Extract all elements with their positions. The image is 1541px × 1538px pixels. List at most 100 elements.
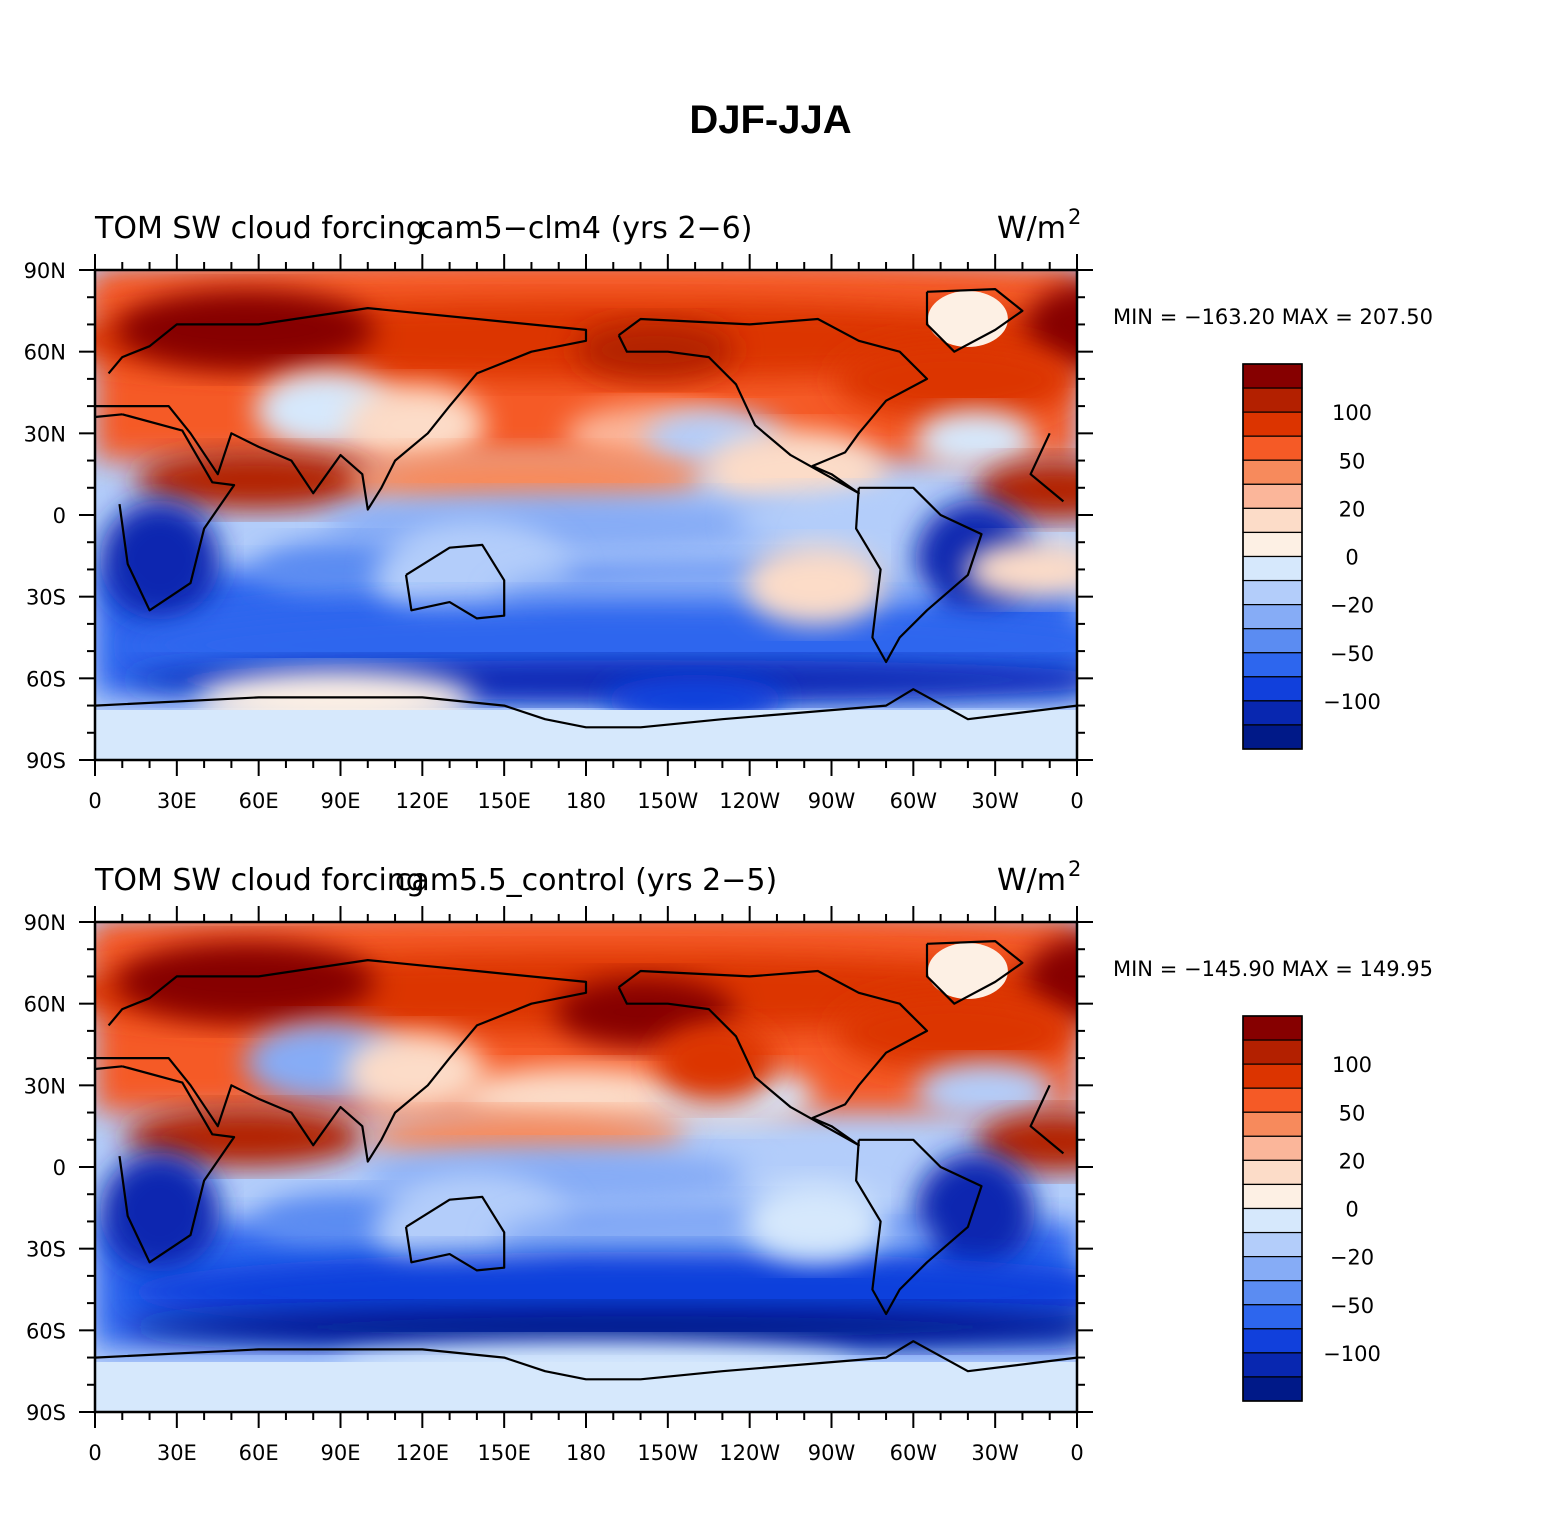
lon-tick-label: 120W xyxy=(719,1441,780,1465)
colorbar-swatch xyxy=(1242,387,1303,413)
lon-tick-label: 60W xyxy=(890,789,938,813)
lon-tick-label: 150W xyxy=(637,789,698,813)
lon-tick-label: 60E xyxy=(239,1441,279,1465)
lat-tick-label: 90S xyxy=(26,1401,66,1425)
lat-tick-label: 30N xyxy=(24,1074,66,1098)
colorbar-label: 0 xyxy=(1345,546,1358,570)
colorbar-swatch xyxy=(1242,604,1303,630)
lat-tick-label: 0 xyxy=(53,504,66,528)
colorbar-swatch xyxy=(1242,1207,1303,1234)
colorbar-swatch xyxy=(1242,628,1303,654)
colorbar-swatch xyxy=(1242,483,1303,509)
panel-units-superscript: 2 xyxy=(1068,857,1081,881)
colorbar-swatch xyxy=(1242,531,1303,558)
panel-center-title: cam5−clm4 (yrs 2−6) xyxy=(420,211,753,246)
axis-ticks xyxy=(79,906,1093,1428)
lon-tick-label: 30W xyxy=(971,1441,1019,1465)
colorbar-swatch xyxy=(1242,1015,1303,1041)
panel-units: W/m xyxy=(997,863,1066,898)
lon-tick-label: 90E xyxy=(321,789,361,813)
colorbar-swatch xyxy=(1242,363,1303,389)
lon-tick-label: 120E xyxy=(396,789,449,813)
lon-tick-label: 0 xyxy=(88,789,101,813)
colorbar-swatch xyxy=(1242,555,1303,582)
lon-tick-label: 150W xyxy=(637,1441,698,1465)
lat-tick-label: 60N xyxy=(24,993,66,1017)
panel-center-title: cam5.5_control (yrs 2−5) xyxy=(395,863,777,898)
colorbar-swatch xyxy=(1242,507,1303,534)
panel-units-superscript: 2 xyxy=(1068,205,1081,229)
lon-tick-label: 180 xyxy=(566,789,606,813)
lon-tick-label: 30E xyxy=(157,789,197,813)
lon-tick-label: 0 xyxy=(1070,789,1083,813)
lon-tick-label: 120E xyxy=(396,1441,449,1465)
colorbar-swatch xyxy=(1242,724,1303,750)
lat-tick-label: 30N xyxy=(24,422,66,446)
min-max-label: MIN = −145.90 MAX = 149.95 xyxy=(1113,957,1433,981)
lon-tick-label: 60W xyxy=(890,1441,938,1465)
colorbar-label: −100 xyxy=(1323,1342,1381,1366)
lon-tick-label: 90W xyxy=(808,789,856,813)
lon-tick-label: 90E xyxy=(321,1441,361,1465)
min-max-label: MIN = −163.20 MAX = 207.50 xyxy=(1113,305,1433,329)
lat-tick-label: 0 xyxy=(53,1156,66,1180)
lon-tick-label: 180 xyxy=(566,1441,606,1465)
figure-title: DJF-JJA xyxy=(689,98,852,142)
colorbar-swatch xyxy=(1242,1111,1303,1137)
colorbar: 100 50 20 0 −20 −50 −100 xyxy=(1242,1015,1381,1402)
colorbar-swatch xyxy=(1242,676,1303,702)
lon-tick-label: 90W xyxy=(808,1441,856,1465)
colorbar-swatch xyxy=(1242,435,1303,461)
colorbar-label: −50 xyxy=(1330,642,1374,666)
colorbar-label: 20 xyxy=(1339,497,1366,521)
colorbar-label: −100 xyxy=(1323,690,1381,714)
map-panel-1: 0 30E 60E 90E 120E 150E 180 150W 120W 90W 60W 30W 09… xyxy=(24,205,1433,813)
colorbar-swatch xyxy=(1242,1159,1303,1186)
colorbar-swatch xyxy=(1242,1280,1303,1306)
contour-field xyxy=(95,270,1077,760)
colorbar-swatch xyxy=(1242,1304,1303,1330)
colorbar-label: −50 xyxy=(1330,1294,1374,1318)
lon-tick-label: 30W xyxy=(971,789,1019,813)
colorbar-label: 20 xyxy=(1339,1149,1366,1173)
axis-ticks xyxy=(79,254,1093,776)
colorbar-swatch xyxy=(1242,579,1303,606)
lat-tick-label: 30S xyxy=(26,586,66,610)
lon-tick-label: 0 xyxy=(1070,1441,1083,1465)
colorbar-label: −20 xyxy=(1330,594,1374,618)
lat-tick-label: 60S xyxy=(26,667,66,691)
lat-tick-label: 90N xyxy=(24,911,66,935)
colorbar-label: −20 xyxy=(1330,1246,1374,1270)
colorbar: 100 50 20 0 −20 −50 −100 xyxy=(1242,363,1381,750)
lat-tick-label: 30S xyxy=(26,1238,66,1262)
panel-left-title: TOM SW cloud forcing xyxy=(94,211,425,246)
colorbar-swatch xyxy=(1242,1039,1303,1065)
lon-tick-label: 0 xyxy=(88,1441,101,1465)
colorbar-label: 100 xyxy=(1332,401,1372,425)
coastlines xyxy=(95,940,1077,1381)
lat-tick-label: 60S xyxy=(26,1319,66,1343)
colorbar-label: 50 xyxy=(1339,1101,1366,1125)
colorbar-swatch xyxy=(1242,411,1303,437)
panel-left-title: TOM SW cloud forcing xyxy=(94,863,425,898)
colorbar-swatch xyxy=(1242,1183,1303,1210)
colorbar-swatch xyxy=(1242,1063,1303,1089)
colorbar-swatch xyxy=(1242,700,1303,726)
colorbar-swatch xyxy=(1242,1376,1303,1402)
lat-tick-label: 90S xyxy=(26,749,66,773)
colorbar-swatch xyxy=(1242,1328,1303,1354)
lon-tick-label: 60E xyxy=(239,789,279,813)
map-panel-2: 0 30E 60E 90E 120E 150E 180 150W 120W 90W 60W 30W 09… xyxy=(24,857,1433,1465)
colorbar-swatch xyxy=(1242,1087,1303,1113)
colorbar-swatch xyxy=(1242,1231,1303,1258)
lat-tick-label: 60N xyxy=(24,341,66,365)
panel-units: W/m xyxy=(997,211,1066,246)
colorbar-swatch xyxy=(1242,1256,1303,1282)
colorbar-swatch xyxy=(1242,459,1303,485)
colorbar-label: 0 xyxy=(1345,1198,1358,1222)
colorbar-swatch xyxy=(1242,652,1303,678)
coastlines xyxy=(95,288,1077,729)
lon-tick-label: 30E xyxy=(157,1441,197,1465)
lon-tick-label: 150E xyxy=(477,1441,530,1465)
